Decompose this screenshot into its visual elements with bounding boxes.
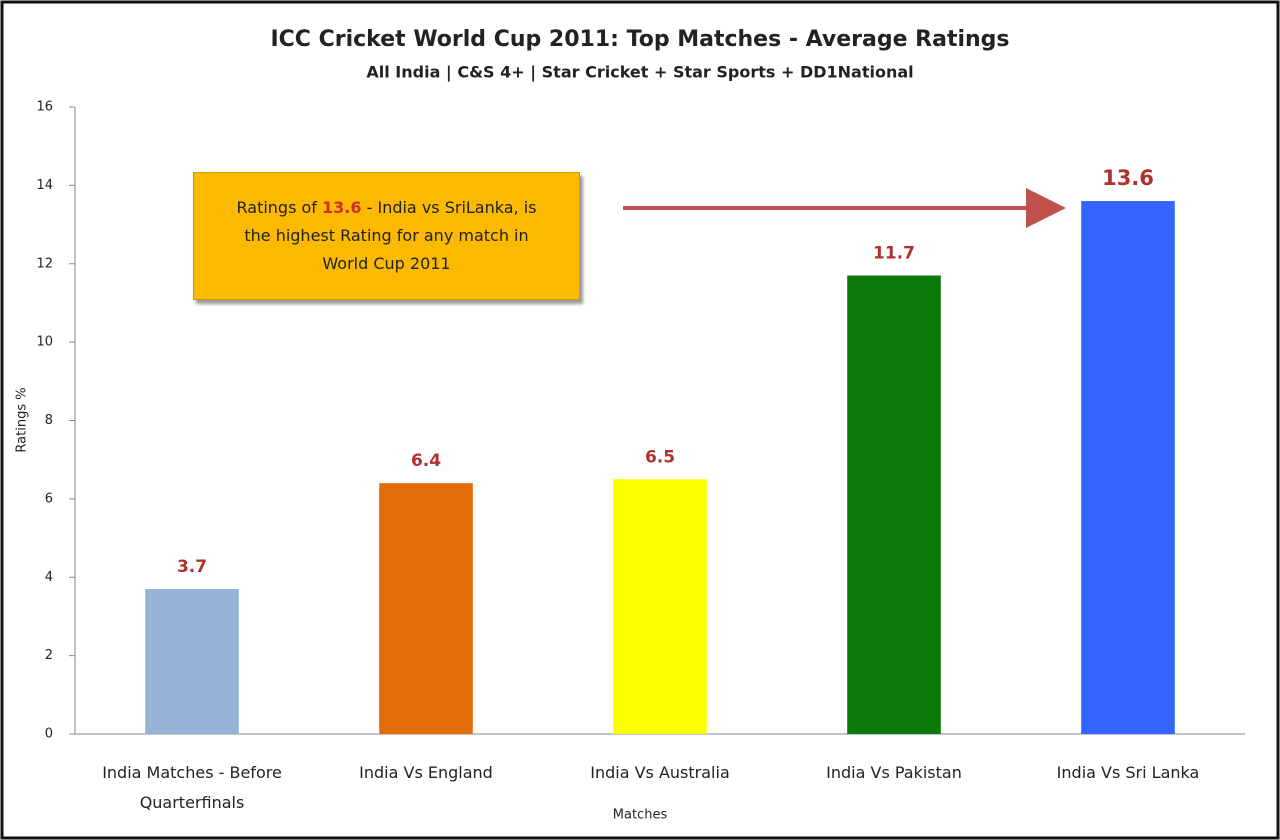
data-label: 6.4 [411,451,441,471]
y-tick-label: 10 [36,335,53,350]
x-axis-label: Matches [613,808,668,823]
x-tick-label: India Vs Pakistan [826,763,962,782]
chart-subtitle: All India | C&S 4+ | Star Cricket + Star… [366,63,913,83]
bar [145,589,239,734]
bar [1081,201,1175,735]
y-tick-label: 16 [36,100,53,115]
x-tick-label: India Vs Sri Lanka [1056,763,1200,782]
y-tick-label: 8 [45,413,53,428]
y-tick-label: 4 [45,570,53,585]
bar [847,275,941,734]
x-tick-label: India Vs Australia [590,763,730,782]
annotation-part: - India vs SriLanka, is the highest Rati… [244,198,537,273]
y-tick-label: 2 [45,648,53,663]
x-tick-label: India Matches - Before Quarterfinals [102,763,282,812]
data-label: 6.5 [645,447,675,467]
y-tick-label: 14 [36,178,53,193]
annotation-highlight: 13.6 [322,198,362,217]
annotation-text: Ratings of 13.6 - India vs SriLanka, is … [224,194,549,278]
data-label: 3.7 [177,557,207,577]
y-tick-label: 12 [36,256,53,271]
bar [613,479,707,734]
y-axis-label: Ratings % [15,387,30,452]
annotation-part: Ratings of [236,198,317,217]
x-tick-label: India Vs England [359,763,493,782]
y-tick-label: 0 [45,727,53,742]
data-label: 13.6 [1102,166,1154,190]
bar [379,483,473,734]
annotation-box: Ratings of 13.6 - India vs SriLanka, is … [193,172,580,300]
y-tick-label: 6 [45,491,53,506]
chart-title: ICC Cricket World Cup 2011: Top Matches … [270,27,1009,52]
data-label: 11.7 [873,244,915,264]
